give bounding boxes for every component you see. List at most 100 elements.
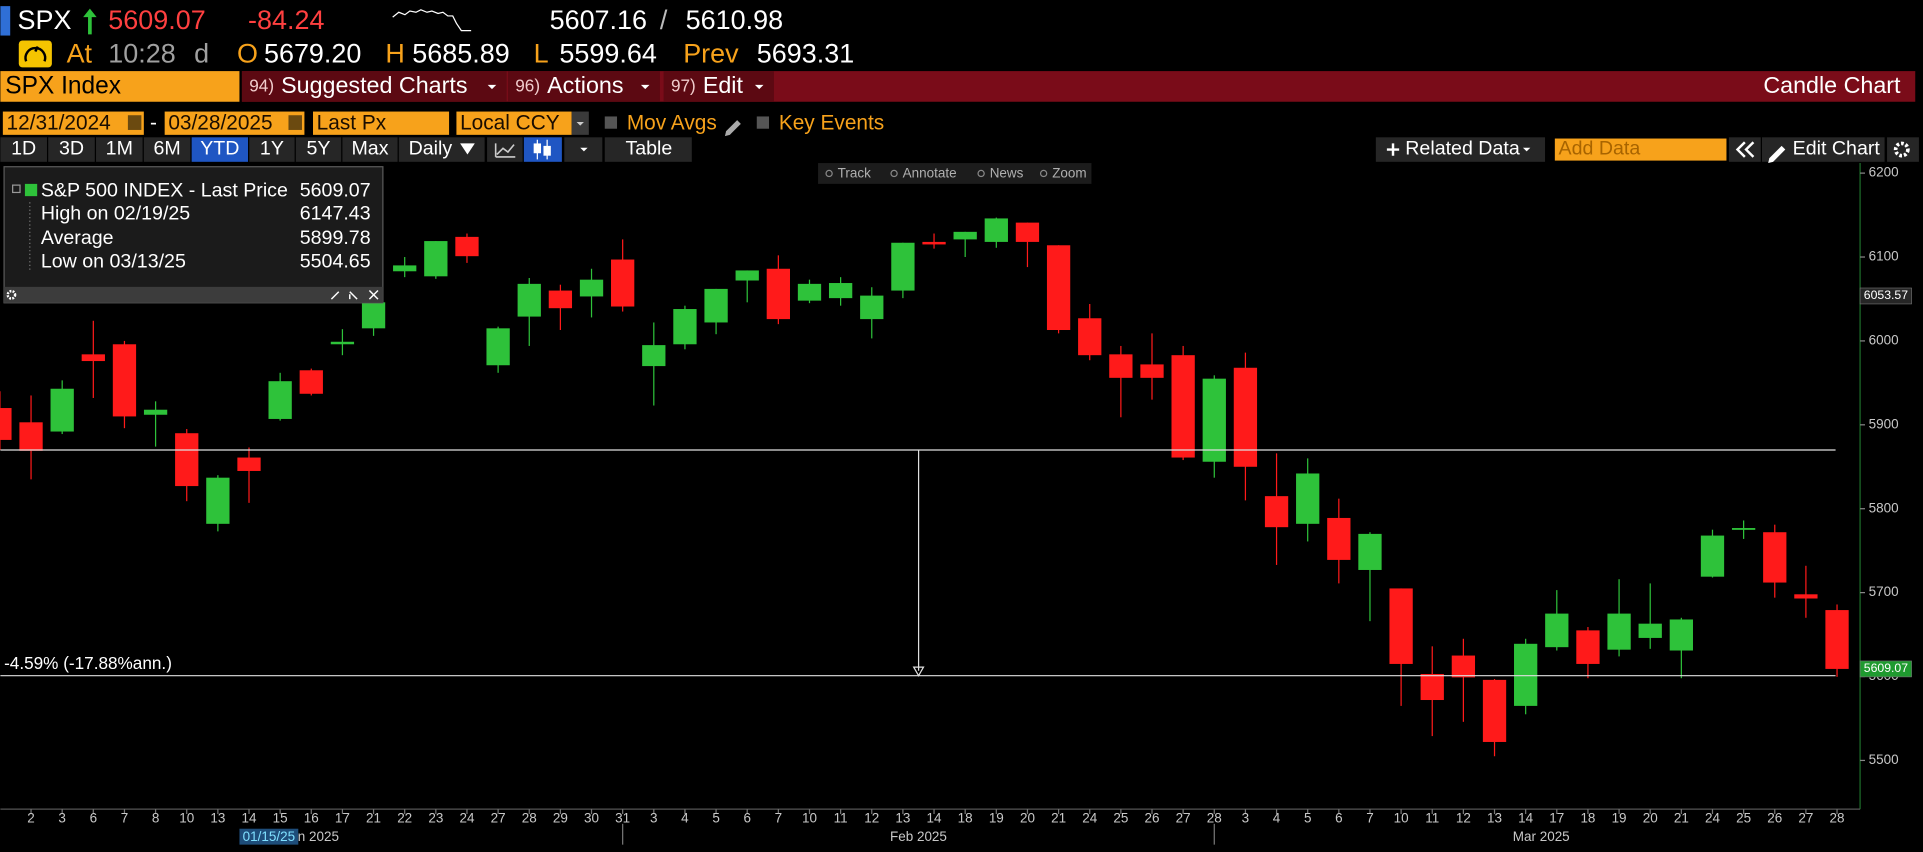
candle-body xyxy=(206,477,230,524)
x-tick-label: 14 xyxy=(1518,810,1533,825)
legend-expand[interactable] xyxy=(12,184,21,194)
x-tick-label: 30 xyxy=(584,810,599,825)
pencil-icon xyxy=(724,120,741,137)
candle-chart-button[interactable] xyxy=(523,137,562,162)
y-tick-label: 6200 xyxy=(1869,165,1899,180)
plus-icon xyxy=(1386,143,1400,156)
prev-value: 5693.31 xyxy=(757,38,854,68)
range-button[interactable] xyxy=(191,137,249,162)
currency-select-text: Local CCY xyxy=(460,111,560,134)
candle-body xyxy=(891,242,915,291)
menu-tab[interactable] xyxy=(507,71,660,102)
candle-icon-body xyxy=(543,145,551,156)
legend-box xyxy=(3,166,384,304)
calendar-icon[interactable] xyxy=(127,115,142,130)
x-tick-label: 22 xyxy=(397,810,412,825)
dropdown-arrow xyxy=(754,84,764,90)
calendar-icon[interactable] xyxy=(288,115,302,130)
legend-settings[interactable] xyxy=(6,289,17,300)
candle-body xyxy=(1015,222,1040,242)
x-tick-label: 27 xyxy=(1176,810,1191,825)
chevrons xyxy=(1735,141,1755,158)
x-tick-label: 3 xyxy=(58,810,66,825)
legend-controls[interactable] xyxy=(330,290,379,300)
x-tick-label: 24 xyxy=(1705,810,1720,825)
x-tick-label: 4 xyxy=(681,810,689,825)
candle-body xyxy=(922,241,946,245)
field-select[interactable] xyxy=(312,111,450,135)
cursor-date-box xyxy=(239,828,299,845)
range-button[interactable] xyxy=(249,137,295,162)
candle-body xyxy=(268,381,292,419)
price-marker-label: 5609.07 xyxy=(1864,661,1908,675)
menu-tab[interactable] xyxy=(241,71,507,102)
candle-body xyxy=(1545,613,1569,648)
candle-body xyxy=(112,344,137,417)
candle-body xyxy=(1171,355,1195,458)
range-button[interactable] xyxy=(342,137,398,162)
tool-icon xyxy=(825,169,833,178)
candle-body xyxy=(1731,528,1756,530)
menu-number: 96) xyxy=(515,76,540,96)
alert-icon[interactable] xyxy=(18,40,52,68)
range-button[interactable] xyxy=(295,137,342,162)
y-tick-label: 6000 xyxy=(1869,332,1899,347)
candle-body xyxy=(1420,674,1444,701)
x-tick-label: 21 xyxy=(366,810,381,825)
range-button[interactable] xyxy=(143,137,191,162)
x-tick-label: 2 xyxy=(27,810,35,825)
checkbox[interactable] xyxy=(604,116,618,129)
dropdown-arrow xyxy=(640,84,650,90)
currency-select[interactable] xyxy=(456,111,572,135)
option-label: Mov Avgs xyxy=(627,111,717,134)
security-field[interactable] xyxy=(0,71,240,102)
dropdown-arrow xyxy=(487,84,497,90)
candle-body xyxy=(548,290,573,309)
candle-body xyxy=(1825,610,1849,669)
range-button[interactable] xyxy=(0,137,47,162)
menu-tab[interactable] xyxy=(663,71,774,102)
candle-body xyxy=(1576,630,1600,664)
chart-tool[interactable]: Track xyxy=(838,166,871,181)
legend-label: Low on 03/13/25 xyxy=(41,251,186,273)
range-label: 1M xyxy=(106,138,133,160)
candle-body xyxy=(19,422,43,451)
related-data-button[interactable] xyxy=(1375,137,1546,162)
range-label: Max xyxy=(351,138,388,160)
chart-tools xyxy=(818,163,1092,184)
candle-body xyxy=(1327,517,1351,560)
dropdown-arrow xyxy=(460,143,475,155)
x-tick-label: 14 xyxy=(927,810,942,825)
x-tick-label: 27 xyxy=(1798,810,1813,825)
range-button[interactable] xyxy=(48,137,95,162)
open-value: 5679.20 xyxy=(264,38,361,68)
range-label: YTD xyxy=(200,138,239,160)
dropdown-arrow xyxy=(576,121,584,126)
end-date[interactable] xyxy=(164,111,305,135)
chart-tool[interactable]: Zoom xyxy=(1052,166,1086,181)
x-tick-label: 13 xyxy=(210,810,225,825)
range-button[interactable] xyxy=(96,137,143,162)
start-date[interactable] xyxy=(2,111,144,135)
range-label: 1Y xyxy=(260,138,284,160)
chart-tool[interactable]: Annotate xyxy=(903,166,957,181)
x-tick-label: 10 xyxy=(179,810,194,825)
x-tick-label: 6 xyxy=(90,810,98,825)
x-tick-label: 16 xyxy=(304,810,319,825)
period-label: Daily xyxy=(409,138,453,160)
x-tick-label: 12 xyxy=(864,810,879,825)
checkbox[interactable] xyxy=(756,116,770,129)
candle-icon-body xyxy=(533,143,542,154)
x-tick-label: 4 xyxy=(1273,810,1281,825)
x-tick-label: 28 xyxy=(522,810,537,825)
add-data-field[interactable] xyxy=(1554,138,1727,161)
x-tick-label: 13 xyxy=(895,810,910,825)
field-select-text: Last Px xyxy=(317,111,387,134)
x-tick-label: 21 xyxy=(1051,810,1066,825)
candle-body xyxy=(237,457,261,471)
chart-tool[interactable]: News xyxy=(990,166,1024,181)
chart-kind: Candle Chart xyxy=(1763,72,1901,98)
table-button[interactable] xyxy=(604,137,692,162)
x-tick-label: 18 xyxy=(1580,810,1595,825)
settings-button[interactable] xyxy=(1887,137,1919,162)
